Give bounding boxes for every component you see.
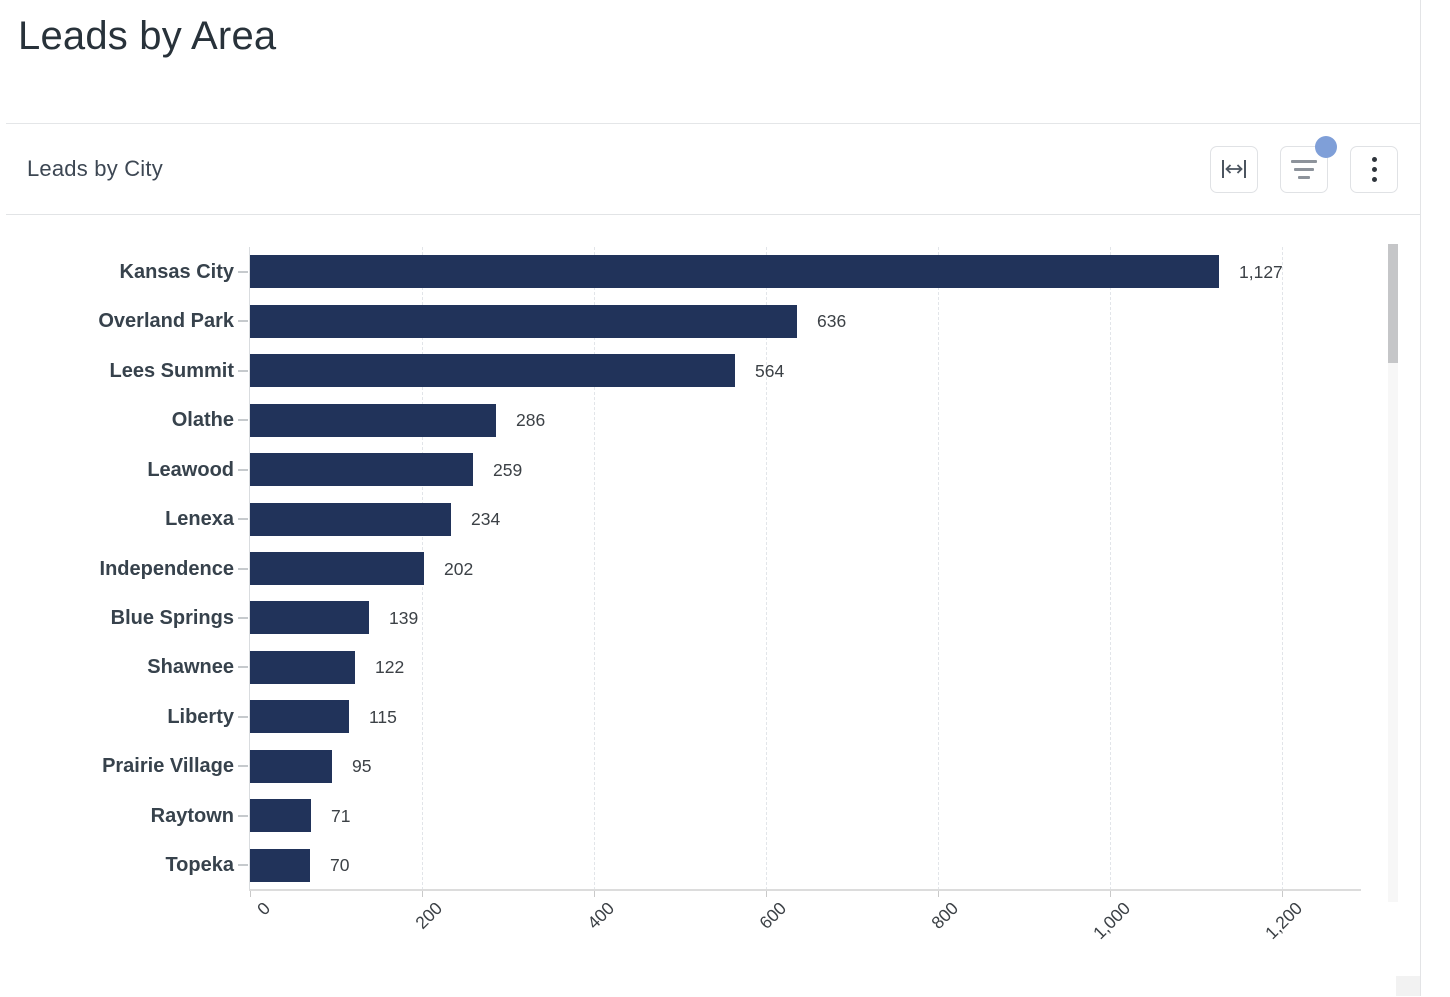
filter-icon [1291, 159, 1317, 179]
bar[interactable] [250, 304, 797, 338]
value-label: 636 [817, 311, 847, 332]
bar[interactable] [250, 700, 349, 734]
bar[interactable] [250, 601, 369, 635]
value-label: 234 [471, 509, 501, 530]
bar[interactable] [250, 403, 496, 437]
category-label: Liberty [167, 705, 234, 728]
x-axis-tick [250, 890, 251, 897]
x-axis-tick [421, 890, 423, 897]
expand-width-button[interactable] [1210, 145, 1258, 193]
category-tick [238, 666, 248, 669]
expand-horizontal-icon [1221, 159, 1247, 179]
value-label: 1,127 [1239, 261, 1283, 282]
card-toolbar [1210, 135, 1398, 193]
value-label: 286 [516, 410, 546, 431]
category-label: Leawood [147, 458, 234, 481]
x-axis-tick [937, 890, 939, 897]
x-axis-tick [765, 890, 767, 897]
value-label: 122 [375, 657, 405, 678]
category-tick [238, 270, 248, 273]
category-tick [238, 369, 248, 372]
category-tick [238, 616, 248, 619]
more-options-button[interactable] [1350, 145, 1398, 193]
bar[interactable] [250, 848, 310, 882]
value-label: 259 [493, 459, 523, 480]
gridline [1281, 247, 1283, 890]
bar[interactable] [250, 453, 473, 487]
page-title: Leads by Area [18, 14, 277, 58]
filter-active-badge [1315, 135, 1337, 158]
gridline [593, 247, 595, 890]
bar[interactable] [250, 502, 451, 536]
category-label: Shawnee [147, 656, 234, 679]
gridline [937, 247, 939, 890]
kebab-menu-icon [1371, 156, 1377, 182]
category-label: Blue Springs [110, 606, 234, 629]
category-label: Topeka [165, 854, 234, 877]
x-axis-tick [1109, 890, 1111, 897]
category-tick [238, 715, 248, 718]
card-header: Leads by City [6, 124, 1420, 215]
value-label: 115 [369, 706, 397, 727]
bar[interactable] [250, 255, 1219, 289]
category-tick [238, 320, 248, 323]
pane-divider [1420, 0, 1421, 996]
scrollbar-thumb[interactable] [1388, 244, 1398, 363]
category-tick [238, 864, 248, 867]
category-label: Lenexa [165, 508, 234, 531]
category-tick [238, 468, 248, 471]
category-label: Olathe [171, 409, 234, 432]
value-label: 139 [389, 607, 419, 628]
value-label: 202 [444, 558, 474, 579]
category-tick [238, 518, 248, 521]
category-tick [238, 814, 248, 817]
x-axis-line [249, 889, 1361, 891]
category-label: Lees Summit [109, 359, 234, 382]
category-label: Overland Park [98, 310, 234, 333]
category-label: Raytown [150, 804, 234, 827]
scrollbar-corner [1396, 976, 1420, 996]
value-label: 70 [330, 855, 350, 876]
bar[interactable] [250, 749, 332, 783]
x-axis-tick [1281, 890, 1283, 897]
category-label: Kansas City [119, 260, 235, 283]
bar[interactable] [250, 552, 424, 585]
value-label: 564 [755, 360, 785, 381]
y-axis-line [249, 247, 250, 890]
bar[interactable] [250, 650, 355, 684]
value-label: 95 [352, 756, 372, 777]
gridline [1109, 247, 1111, 890]
bar[interactable] [250, 799, 311, 833]
x-axis-tick [593, 890, 595, 897]
category-tick [238, 567, 248, 570]
filter-button[interactable] [1280, 135, 1337, 193]
gridline [765, 247, 767, 890]
category-tick [238, 765, 248, 768]
card-title: Leads by City [27, 156, 163, 181]
value-label: 71 [331, 805, 351, 826]
category-label: Independence [99, 557, 234, 580]
category-tick [238, 419, 248, 422]
chart-vertical-scrollbar[interactable] [1388, 244, 1398, 902]
category-label: Prairie Village [102, 755, 234, 778]
bar[interactable] [250, 354, 735, 388]
